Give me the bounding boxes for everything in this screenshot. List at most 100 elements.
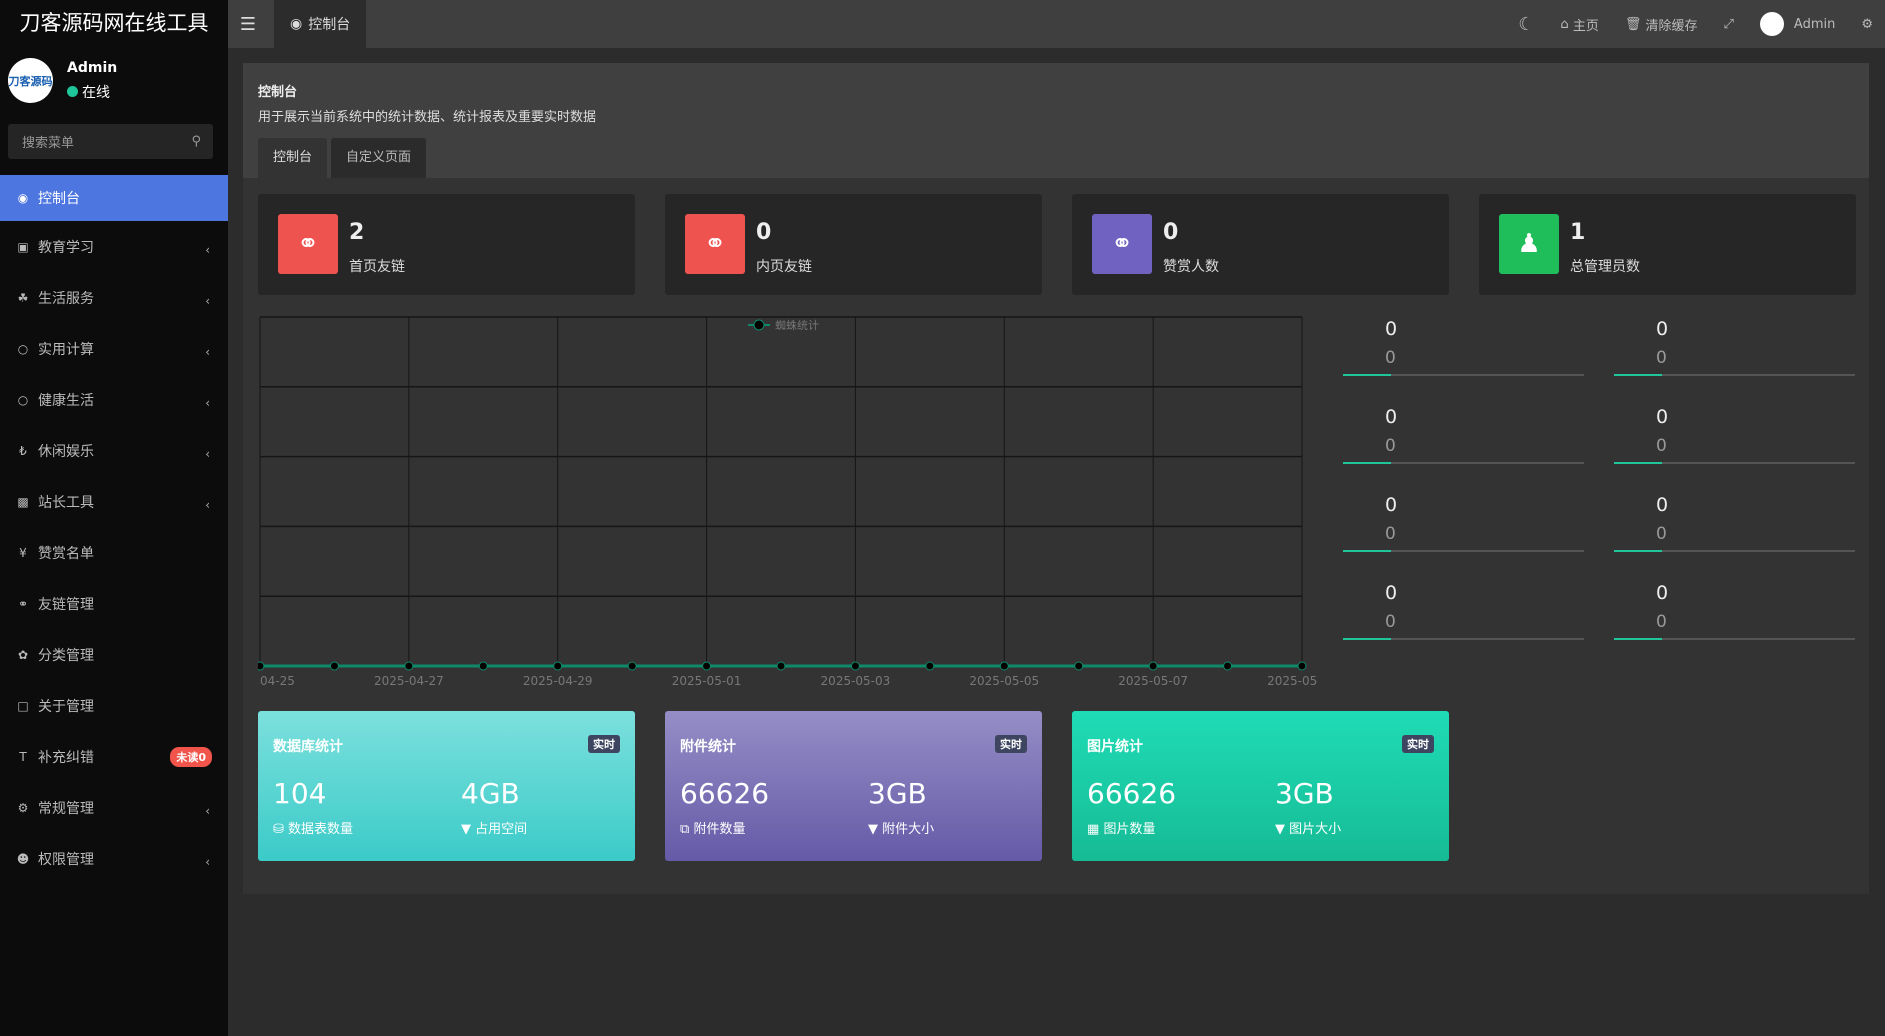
search-placeholder: 搜索菜单 [22,136,75,151]
data-point [404,661,414,671]
sidebar-item-leaf-9[interactable]: ✿ 分类管理 [0,629,228,680]
search-icon[interactable]: ⚲ [191,134,201,149]
chevron-left-icon: ‹ [205,498,210,512]
spider-stats-chart: 04-25 2025-04-27 2025-04-29 2025-05-01 2025-… [258,316,1318,688]
x-tick-label: 2025-05-03 [821,674,891,688]
sidebar-item-dashboard-0[interactable]: ◉ 控制台 [0,175,228,221]
home-label: 主页 [1572,18,1599,34]
sidebar-item-square-10[interactable]: □ 关于管理 [0,680,228,731]
fullscreen-icon[interactable]: ⤢ [1723,16,1734,32]
summary-card: 数据库统计 实时 104 4GB ⛁ 数据表数量 ▼ 占用空间 [258,711,635,861]
desktop-icon: ▣ [17,239,29,254]
stat-subvalue: 0 [1385,612,1396,632]
stat-subvalue: 0 [1656,436,1667,456]
data-point [258,661,265,671]
sidebar-item-label: 健康生活 [38,392,94,409]
card-label-text: 附件大小 [882,822,935,837]
sidebar-item-circle-3[interactable]: ○ 实用计算 ‹ [0,323,228,374]
card-label-text: 附件数量 [693,822,746,837]
card-label-2: ▼ 占用空间 [461,818,527,837]
yen-icon: ¥ [19,545,27,560]
online-status: 在线 [67,82,117,102]
card-label-2: ▼ 附件大小 [868,818,934,837]
card-label-text: 占用空间 [475,822,528,837]
data-point [850,661,860,671]
sidebar-menu: ◉ 控制台 ▣ 教育学习 ‹ ☘ 生活服务 ‹ ○ 实用计算 ‹ ○ 健康生活 ‹ ₺ 休闲娱乐 ‹ ▩ 站长工具 ‹… [0,175,228,884]
card-label-text: 图片数量 [1103,822,1156,837]
sidebar-item-label: 权限管理 [38,851,94,868]
sidebar-item-desktop-1[interactable]: ▣ 教育学习 ‹ [0,221,228,272]
dark-mode-icon[interactable]: ☾ [1518,13,1535,35]
sidebar-item-sitemap-6[interactable]: ▩ 站长工具 ‹ [0,476,228,527]
home-icon: ⌂ [1560,16,1569,32]
app-logo[interactable]: 刀客源码网在线工具 [19,11,209,35]
tab-dashboard[interactable]: ◉ 控制台 [274,0,367,48]
filter-icon: ▼ [868,822,878,837]
x-tick-label: 2025-05-09 [1267,674,1318,688]
filter-icon: ▼ [1275,822,1285,837]
sidebar-item-text-width-11[interactable]: T 补充纠错 未读0 [0,731,228,782]
chevron-left-icon: ‹ [205,396,210,410]
card-label-1: ⛁ 数据表数量 [273,818,353,837]
search-menu-input[interactable]: 搜索菜单 ⚲ [8,124,213,159]
stat-subvalue: 0 [1656,524,1667,544]
stat-value: 0 [1385,406,1398,428]
card-value-1: 66626 [1087,777,1177,810]
sidebar-item-circle-4[interactable]: ○ 健康生活 ‹ [0,374,228,425]
summary-card: 图片统计 实时 66626 3GB ▦ 图片数量 ▼ 图片大小 [1072,711,1449,861]
sidebar-item-label: 补充纠错 [38,749,94,766]
chevron-left-icon: ‹ [205,447,210,461]
filter-icon: ▼ [461,822,471,837]
home-link[interactable]: ⌂ 主页 [1560,15,1598,34]
tab-custom-page[interactable]: 自定义页面 [331,138,427,178]
data-point [1223,661,1233,671]
user-avatar [1759,12,1784,36]
sidebar-item-cogs-12[interactable]: ⚙ 常规管理 ‹ [0,782,228,833]
sidebar-item-turkish-lira-5[interactable]: ₺ 休闲娱乐 ‹ [0,425,228,476]
realtime-tag: 实时 [1402,735,1434,753]
sidebar-item-label: 控制台 [38,191,80,207]
info-value: 2 [349,220,365,245]
tab-dashboard-panel[interactable]: 控制台 [258,138,328,178]
stat-value: 0 [1656,494,1669,516]
sidebar-item-yen-7[interactable]: ¥ 赞赏名单 [0,527,228,578]
database-icon: ⛁ [273,822,284,837]
progress-bar [1343,462,1584,464]
square-icon: □ [17,698,29,713]
sidebar-item-label: 常规管理 [38,800,94,817]
settings-cogs-icon[interactable]: ⚙ [1861,16,1873,32]
data-point [553,661,563,671]
user-icon: ♟ [1499,214,1559,274]
sidebar-item-users-13[interactable]: ☻ 权限管理 ‹ [0,833,228,884]
card-title: 图片统计 [1087,739,1143,755]
data-point [925,661,935,671]
info-label: 赞赏人数 [1163,259,1219,275]
card-label-1: ▦ 图片数量 [1087,818,1155,837]
link-icon: ⚭ [685,214,745,274]
info-value: 1 [1570,220,1586,245]
data-point [999,661,1009,671]
panel-header: 控制台 用于展示当前系统中的统计数据、统计报表及重要实时数据 控制台 自定义页面 [243,63,1869,178]
stat-subvalue: 0 [1656,348,1667,368]
chevron-left-icon: ‹ [205,345,210,359]
progress-fill [1343,374,1392,376]
sidebar-item-link-8[interactable]: ⚭ 友链管理 [0,578,228,629]
user-menu-label: Admin [1793,16,1836,32]
sidebar-item-medal-2[interactable]: ☘ 生活服务 ‹ [0,272,228,323]
progress-fill [1614,462,1663,464]
card-value-2: 3GB [1275,777,1334,810]
clear-cache-button[interactable]: 🗑 清除缓存 [1625,15,1698,34]
info-value: 0 [756,220,772,245]
menu-toggle-icon[interactable]: ☰ [239,13,257,35]
user-menu[interactable]: Admin [1759,12,1836,36]
cogs-icon: ⚙ [17,800,29,815]
legend-label: 蜘蛛统计 [775,318,819,332]
image-icon: ▦ [1087,822,1100,837]
sidebar-item-label: 分类管理 [38,647,94,664]
x-tick-label: 2025-04-27 [374,674,444,688]
stat-subvalue: 0 [1656,612,1667,632]
